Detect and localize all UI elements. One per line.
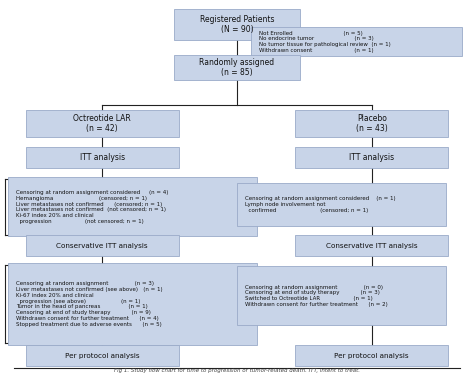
Text: Not Enrolled                             (n = 5)
No endocrine tumor             : Not Enrolled (n = 5) No endocrine tumor (259, 31, 391, 53)
Text: Censoring at random assignment               (n = 3)
Liver metastases not confir: Censoring at random assignment (n = 3) L… (16, 281, 163, 327)
FancyBboxPatch shape (295, 110, 448, 137)
FancyBboxPatch shape (174, 54, 300, 80)
Text: ITT analysis: ITT analysis (80, 153, 125, 162)
FancyBboxPatch shape (295, 345, 448, 366)
Text: Fig 1. Study flow chart for time to progression or tumor-related death. ITT, int: Fig 1. Study flow chart for time to prog… (114, 368, 360, 373)
Text: Randomly assigned
(n = 85): Randomly assigned (n = 85) (200, 58, 274, 77)
FancyBboxPatch shape (26, 147, 179, 168)
Text: Censoring at random assignment considered     (n = 4)
Hemangioma                : Censoring at random assignment considere… (16, 190, 168, 224)
FancyBboxPatch shape (237, 183, 446, 226)
Text: Registered Patients
(N = 90): Registered Patients (N = 90) (200, 14, 274, 34)
Text: ITT analysis: ITT analysis (349, 153, 394, 162)
Text: Placebo
(n = 43): Placebo (n = 43) (356, 114, 388, 133)
Text: Censoring at random assignment               (n = 0)
Censoring at end of study t: Censoring at random assignment (n = 0) C… (245, 285, 388, 307)
Text: Per protocol analysis: Per protocol analysis (65, 352, 140, 359)
Text: Censoring at random assignment considered    (n = 1)
Lymph node involvement not
: Censoring at random assignment considere… (245, 196, 395, 213)
FancyBboxPatch shape (251, 27, 462, 56)
Text: Conservative ITT analysis: Conservative ITT analysis (56, 243, 148, 249)
FancyBboxPatch shape (8, 263, 257, 345)
FancyBboxPatch shape (237, 266, 446, 325)
FancyBboxPatch shape (26, 345, 179, 366)
FancyBboxPatch shape (26, 110, 179, 137)
Text: Octreotide LAR
(n = 42): Octreotide LAR (n = 42) (73, 114, 131, 133)
FancyBboxPatch shape (26, 235, 179, 256)
FancyBboxPatch shape (8, 178, 257, 237)
Text: Per protocol analysis: Per protocol analysis (334, 352, 409, 359)
FancyBboxPatch shape (295, 147, 448, 168)
FancyBboxPatch shape (174, 9, 300, 40)
FancyBboxPatch shape (295, 235, 448, 256)
Text: Conservative ITT analysis: Conservative ITT analysis (326, 243, 418, 249)
